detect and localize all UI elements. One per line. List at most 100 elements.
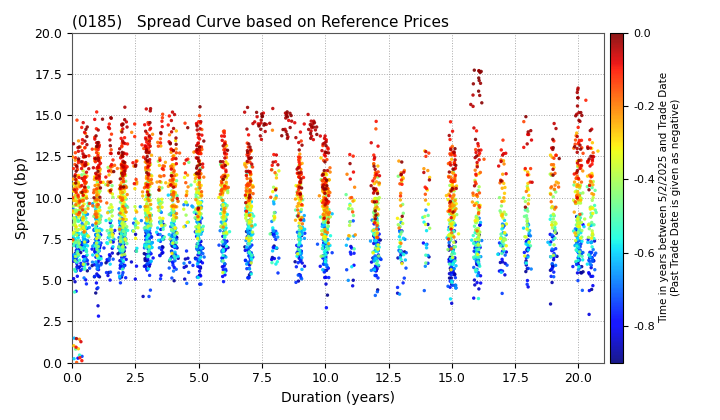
Point	[495, 157, 507, 163]
Point	[80, 229, 91, 236]
Point	[180, 179, 192, 186]
Point	[572, 149, 583, 156]
Point	[145, 212, 157, 219]
Point	[70, 202, 81, 209]
Point	[548, 161, 559, 168]
Point	[142, 244, 153, 251]
Point	[585, 204, 597, 210]
Point	[108, 168, 120, 175]
Point	[120, 229, 131, 236]
Point	[295, 181, 307, 187]
Point	[116, 250, 127, 257]
Point	[547, 262, 559, 269]
Point	[583, 269, 595, 276]
Point	[113, 150, 125, 156]
Point	[546, 233, 558, 240]
Point	[585, 264, 597, 271]
Point	[140, 224, 151, 231]
Point	[93, 194, 104, 200]
Point	[294, 239, 305, 246]
Point	[369, 215, 381, 222]
Point	[143, 265, 154, 272]
Point	[323, 246, 334, 252]
Point	[445, 118, 456, 125]
Point	[141, 218, 153, 224]
Point	[167, 243, 179, 249]
Point	[80, 174, 91, 181]
Point	[216, 184, 228, 190]
Point	[573, 228, 585, 235]
Point	[127, 160, 139, 166]
Point	[451, 211, 462, 218]
Point	[191, 189, 202, 196]
Point	[107, 231, 118, 238]
Point	[294, 191, 306, 197]
Point	[392, 221, 404, 228]
Point	[155, 129, 166, 136]
Point	[193, 223, 204, 230]
Point	[323, 223, 334, 230]
Point	[417, 214, 428, 221]
Point	[166, 248, 177, 255]
Point	[189, 215, 201, 221]
Point	[371, 218, 382, 225]
Point	[367, 178, 379, 184]
Point	[371, 243, 382, 249]
Point	[155, 143, 166, 150]
Point	[317, 197, 328, 204]
Point	[500, 242, 512, 249]
Point	[91, 177, 103, 184]
Point	[107, 207, 118, 214]
Point	[442, 246, 454, 253]
Point	[444, 207, 456, 214]
Point	[120, 162, 131, 168]
Point	[294, 220, 305, 226]
Point	[240, 228, 252, 235]
Point	[241, 233, 253, 240]
Point	[297, 226, 308, 233]
Point	[77, 207, 89, 213]
Point	[157, 235, 168, 242]
Point	[71, 241, 83, 248]
Point	[141, 169, 153, 176]
Point	[523, 200, 534, 207]
Point	[168, 194, 179, 201]
Point	[171, 266, 182, 273]
Point	[241, 140, 253, 147]
Point	[117, 194, 129, 200]
Point	[92, 157, 104, 164]
Point	[292, 250, 303, 257]
Point	[573, 216, 585, 223]
Point	[78, 119, 89, 126]
Point	[76, 207, 88, 214]
Point	[318, 200, 330, 206]
Point	[77, 190, 89, 197]
Point	[117, 224, 129, 231]
Point	[80, 159, 91, 166]
Point	[72, 232, 84, 239]
Point	[247, 164, 258, 171]
Point	[449, 220, 460, 226]
Point	[220, 147, 231, 153]
Point	[572, 191, 583, 198]
Point	[94, 158, 105, 165]
Point	[446, 229, 457, 236]
Point	[145, 250, 157, 257]
Point	[586, 145, 598, 152]
Point	[449, 150, 460, 157]
Point	[217, 176, 229, 183]
Point	[118, 248, 130, 255]
Point	[93, 143, 104, 150]
Point	[193, 250, 204, 257]
Point	[585, 273, 597, 280]
Point	[217, 247, 229, 254]
Point	[295, 171, 307, 178]
Point	[73, 182, 85, 189]
Point	[321, 247, 333, 253]
Point	[469, 248, 481, 255]
Point	[122, 163, 133, 170]
Point	[92, 208, 104, 215]
Point	[193, 134, 204, 141]
Point	[71, 258, 83, 265]
Point	[277, 126, 289, 133]
